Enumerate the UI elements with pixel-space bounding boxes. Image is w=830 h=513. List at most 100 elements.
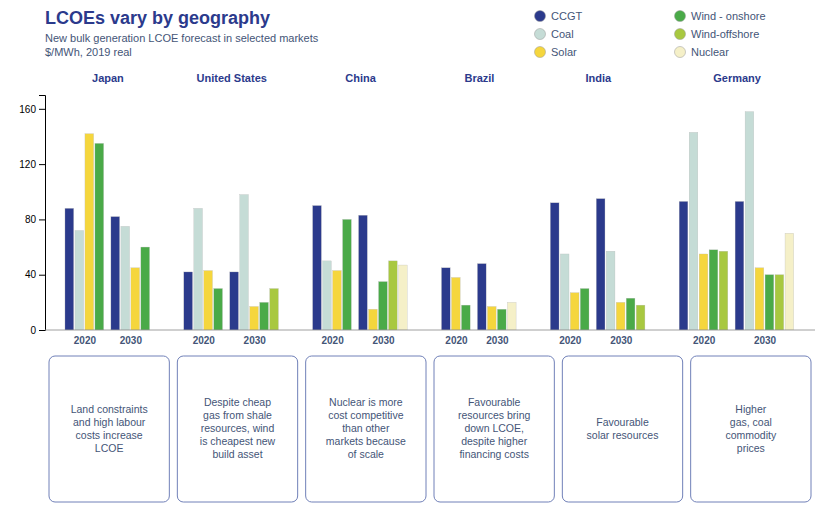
bar — [626, 298, 635, 330]
annotation-line: Favourable — [468, 396, 521, 408]
bar — [141, 247, 150, 330]
annotation-line: Nuclear is more — [329, 396, 403, 408]
bar — [679, 201, 688, 330]
annotation-line: prices — [737, 441, 765, 453]
bar — [250, 307, 259, 331]
annotation-box — [49, 356, 169, 502]
bar — [333, 271, 342, 330]
annotation-box — [434, 356, 554, 502]
annotations: Land constraintsand high labourcosts inc… — [49, 356, 811, 502]
legend-swatch — [675, 47, 686, 58]
annotation-line: Land constraints — [71, 402, 148, 414]
y-axis: 04080120160 — [19, 96, 45, 336]
annotation-line: Favourable — [596, 415, 649, 427]
legend-swatch — [675, 11, 686, 22]
annotation: Nuclear is morecost competitivethan othe… — [326, 396, 406, 460]
bar — [689, 132, 698, 330]
bar — [709, 250, 718, 330]
legend-swatch — [675, 29, 686, 40]
bar — [785, 233, 794, 330]
annotation-line: LCOE — [95, 441, 124, 453]
annotation-line: is cheapest new — [200, 435, 276, 447]
legend-label: Wind-offshore — [691, 28, 759, 40]
bar — [204, 271, 213, 330]
y-tick-mark — [39, 275, 45, 276]
legend-label: Wind - onshore — [691, 10, 766, 22]
bar — [184, 272, 193, 330]
bar — [560, 254, 569, 330]
category-labels: 2020203020202030202020302020203020202030… — [74, 335, 777, 346]
bar — [75, 230, 84, 330]
bar — [65, 208, 74, 330]
annotation-line: markets because — [326, 435, 406, 447]
annotation-line: than other — [342, 422, 390, 434]
bar — [85, 134, 94, 330]
subtitle: New bulk generation LCOE forecast in sel… — [45, 32, 319, 58]
bar — [369, 309, 378, 330]
legend: CCGTCoalSolarWind - onshoreWind-offshore… — [535, 10, 766, 58]
bar — [570, 293, 579, 330]
legend-swatch — [535, 11, 546, 22]
y-tick-label: 0 — [30, 325, 36, 336]
bar — [111, 217, 120, 330]
bar — [487, 307, 496, 331]
annotation-box — [306, 356, 426, 502]
group-labels: JapanUnited StatesChinaBrazilIndiaGerman… — [92, 72, 762, 84]
category-label: 2020 — [445, 335, 468, 346]
annotation-line: costs increase — [76, 428, 143, 440]
bar — [270, 289, 279, 330]
bar — [745, 112, 754, 330]
bar — [260, 302, 269, 330]
annotation-line: Despite cheap — [204, 396, 271, 408]
y-tick-label: 80 — [25, 214, 37, 225]
annotation-box — [177, 356, 297, 502]
annotation-box — [562, 356, 682, 502]
legend-label: Solar — [551, 46, 577, 58]
bar — [240, 195, 249, 330]
bar — [477, 264, 486, 330]
subtitle-line: New bulk generation LCOE forecast in sel… — [45, 32, 319, 44]
annotation-line: and high labour — [73, 415, 146, 427]
bar — [606, 251, 615, 330]
legend-label: Nuclear — [691, 46, 729, 58]
bar — [616, 302, 625, 330]
category-label: 2030 — [372, 335, 395, 346]
annotation-line: Higher — [735, 402, 766, 414]
category-label: 2020 — [193, 335, 216, 346]
bar — [497, 309, 506, 330]
chart: LCOEs vary by geographyNew bulk generati… — [0, 0, 830, 513]
bar — [755, 268, 764, 330]
bar — [323, 261, 332, 330]
group-label: Germany — [713, 72, 762, 84]
bar — [636, 305, 645, 330]
group-label: United States — [197, 72, 267, 84]
bar — [699, 254, 708, 330]
annotation-line: solar resources — [587, 428, 659, 440]
bar — [230, 272, 239, 330]
y-tick: 120 — [19, 159, 45, 170]
bar — [343, 219, 352, 330]
annotation-line: of scale — [348, 448, 384, 460]
legend-label: Coal — [551, 28, 574, 40]
y-tick-label: 40 — [25, 269, 37, 280]
y-tick-mark — [39, 330, 45, 331]
bar — [775, 275, 784, 330]
bar — [580, 289, 589, 330]
group-label: Brazil — [464, 72, 494, 84]
annotation-line: down LCOE, — [464, 422, 524, 434]
annotation: Land constraintsand high labourcosts inc… — [71, 402, 148, 453]
y-axis-line — [39, 96, 46, 331]
category-label: 2030 — [754, 335, 777, 346]
bar — [451, 277, 460, 330]
group-label: India — [585, 72, 612, 84]
bar — [194, 208, 203, 330]
annotation-box — [691, 356, 811, 502]
annotation: Highergas, coalcommodityprices — [725, 402, 777, 453]
y-tick-label: 120 — [19, 159, 36, 170]
annotation: Despite cheapgas from shaleresources, wi… — [200, 396, 276, 460]
bar — [596, 199, 605, 330]
bar — [735, 201, 744, 330]
annotation-line: build asset — [212, 448, 262, 460]
bar — [359, 215, 368, 330]
category-label: 2030 — [244, 335, 267, 346]
